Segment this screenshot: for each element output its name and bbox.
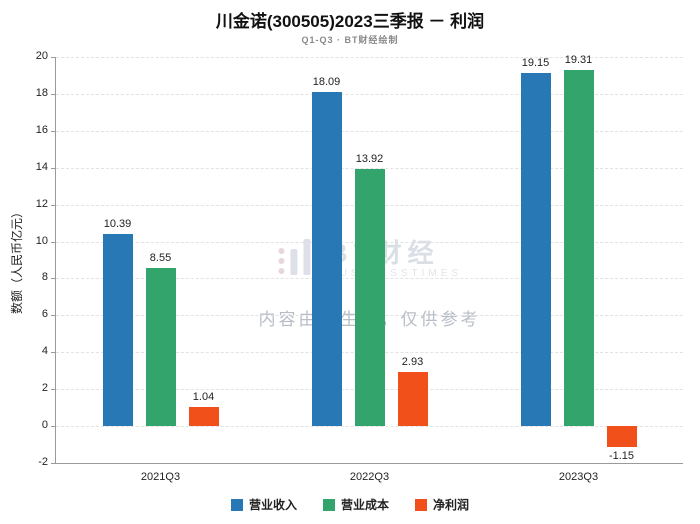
value-label: -1.15 — [608, 450, 635, 463]
value-label: 19.31 — [564, 53, 593, 66]
gridline — [56, 57, 683, 58]
y-tick-label: 16 — [35, 123, 48, 136]
bar-净利润 — [188, 406, 219, 427]
y-tick-mark — [51, 241, 56, 243]
watermark-brand-sub: BUSINESSTIMES — [328, 267, 463, 279]
bar-净利润 — [397, 372, 428, 427]
y-tick-label: 20 — [35, 50, 48, 62]
y-tick-mark — [51, 389, 56, 391]
legend-swatch — [322, 498, 335, 511]
legend: 营业收入 营业成本 净利润 — [0, 496, 700, 513]
legend-label: 营业收入 — [248, 498, 297, 512]
x-tick-label: 2022Q3 — [349, 471, 390, 483]
value-label: 10.39 — [103, 218, 132, 231]
y-tick-label: 8 — [41, 271, 48, 284]
y-tick-label: -2 — [38, 456, 48, 468]
bar-净利润 — [606, 426, 637, 448]
legend-item-营业收入: 营业收入 — [230, 496, 297, 513]
gridline — [56, 130, 683, 132]
y-tick-mark — [51, 352, 56, 354]
y-tick-mark — [51, 204, 56, 206]
y-tick-mark — [51, 93, 56, 95]
value-label: 8.55 — [149, 252, 172, 265]
y-tick-mark — [51, 57, 56, 58]
y-tick-label: 12 — [35, 197, 48, 210]
x-tick-label: 2021Q3 — [140, 471, 181, 483]
value-label: 1.04 — [192, 390, 215, 403]
y-tick-label: 18 — [35, 86, 48, 99]
y-tick-label: 6 — [41, 308, 48, 321]
y-tick-mark — [51, 167, 56, 169]
bar-营业成本 — [563, 69, 594, 427]
bar-营业成本 — [354, 169, 385, 427]
gridline — [56, 426, 683, 428]
value-label: 19.15 — [521, 56, 550, 69]
value-label: 2.93 — [401, 356, 424, 369]
y-tick-mark — [51, 426, 56, 428]
bar-营业成本 — [145, 268, 176, 427]
y-tick-label: 2 — [41, 382, 48, 395]
y-tick-mark — [51, 130, 56, 132]
legend-swatch — [415, 498, 427, 511]
y-tick-label: 10 — [35, 234, 48, 247]
value-label: 18.09 — [312, 76, 341, 89]
y-tick-mark — [51, 278, 56, 280]
plot-area: BT财经 BUSINESSTIMES 内容由AI生成，仅供参考 -2024681… — [36, 50, 683, 483]
watermark-brand: BT财经 — [329, 239, 462, 268]
gridline — [56, 93, 683, 95]
legend-item-营业成本: 营业成本 — [322, 496, 389, 513]
chart-subtitle: Q1-Q3 · BT财经绘制 — [301, 35, 399, 45]
y-tick-label: 14 — [35, 160, 48, 173]
value-label: 13.92 — [355, 153, 384, 166]
chart-title: 川金诺(300505)2023三季报 － 利润 — [215, 12, 485, 31]
bar-营业收入 — [311, 92, 342, 427]
bar-营业收入 — [102, 234, 133, 427]
y-tick-mark — [51, 463, 56, 464]
bar-营业收入 — [520, 72, 551, 427]
legend-label: 营业成本 — [340, 498, 389, 512]
gridline — [56, 167, 683, 169]
y-tick-label: 0 — [41, 419, 48, 432]
y-tick-mark — [51, 315, 56, 317]
legend-label: 净利润 — [433, 498, 470, 512]
x-tick-label: 2023Q3 — [558, 471, 599, 483]
y-tick-label: 4 — [41, 345, 48, 358]
legend-item-净利润: 净利润 — [415, 496, 469, 513]
legend-swatch — [230, 498, 243, 511]
